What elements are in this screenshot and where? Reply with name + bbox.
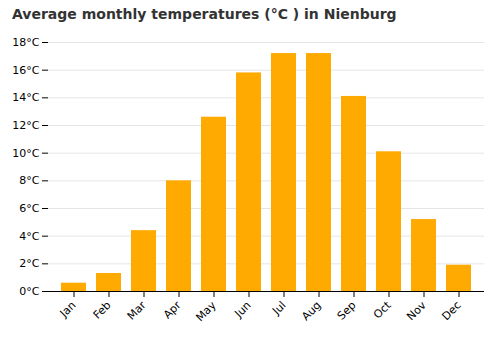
svg-text:Oct: Oct — [371, 298, 394, 321]
svg-text:Aug: Aug — [299, 299, 323, 323]
svg-text:16°C: 16°C — [12, 64, 39, 77]
svg-text:May: May — [193, 298, 219, 324]
svg-text:12°C: 12°C — [12, 119, 39, 132]
svg-text:Jun: Jun — [232, 299, 254, 321]
svg-text:10°C: 10°C — [12, 147, 39, 160]
svg-text:2°C: 2°C — [19, 257, 39, 270]
svg-text:Sep: Sep — [335, 299, 359, 323]
svg-text:Apr: Apr — [161, 298, 184, 321]
svg-text:Mar: Mar — [125, 298, 149, 322]
svg-text:14°C: 14°C — [12, 91, 39, 104]
svg-text:Nov: Nov — [404, 298, 429, 323]
svg-text:Dec: Dec — [439, 299, 463, 323]
svg-text:4°C: 4°C — [19, 230, 39, 243]
svg-text:Feb: Feb — [91, 299, 114, 322]
svg-text:Jul: Jul — [269, 299, 288, 318]
svg-text:8°C: 8°C — [19, 174, 39, 187]
svg-text:18°C: 18°C — [12, 36, 39, 49]
svg-text:Jan: Jan — [57, 299, 79, 321]
svg-text:0°C: 0°C — [19, 285, 39, 298]
svg-text:6°C: 6°C — [19, 202, 39, 215]
html-text:Average monthly temperatures (: Average monthly temperatures (°C ) in Ni… — [12, 6, 397, 22]
